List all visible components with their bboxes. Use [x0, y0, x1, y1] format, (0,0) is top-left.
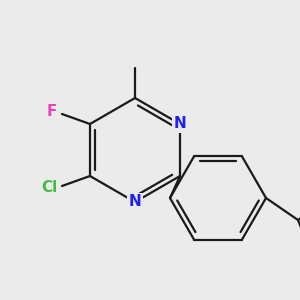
- Text: N: N: [174, 116, 186, 131]
- Text: N: N: [129, 194, 141, 209]
- Text: Cl: Cl: [41, 181, 57, 196]
- Text: F: F: [47, 104, 57, 119]
